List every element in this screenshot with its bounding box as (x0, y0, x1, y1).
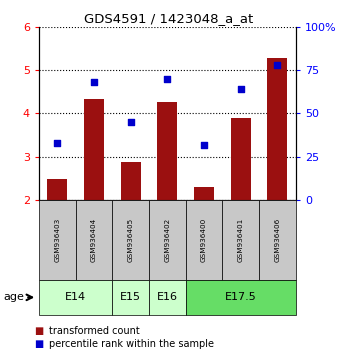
Bar (84, 99, 104, 200)
Text: ■: ■ (34, 339, 43, 349)
Point (91, 79, 97, 85)
Point (201, 142, 207, 147)
Text: ■: ■ (34, 326, 43, 336)
Point (165, 76, 170, 81)
Point (128, 119, 133, 125)
Text: E17.5: E17.5 (225, 292, 257, 302)
Text: E14: E14 (65, 292, 86, 302)
Text: GSM936405: GSM936405 (128, 218, 134, 262)
Text: transformed count: transformed count (49, 326, 140, 336)
Bar (121, 162, 141, 200)
Point (275, 62, 280, 68)
Bar (194, 187, 214, 200)
Point (238, 86, 243, 92)
Bar (231, 119, 251, 200)
Bar (267, 58, 288, 200)
Text: GSM936402: GSM936402 (164, 218, 170, 262)
Text: GSM936403: GSM936403 (54, 218, 60, 262)
Text: percentile rank within the sample: percentile rank within the sample (49, 339, 214, 349)
Point (54, 140, 60, 145)
Bar (157, 102, 177, 200)
Text: age: age (3, 292, 24, 302)
Text: GSM936401: GSM936401 (238, 218, 244, 262)
Text: GSM936404: GSM936404 (91, 218, 97, 262)
Text: GSM936406: GSM936406 (274, 218, 281, 262)
Text: GSM936400: GSM936400 (201, 218, 207, 262)
Text: E16: E16 (157, 292, 178, 302)
Bar (47, 179, 67, 200)
Text: E15: E15 (120, 292, 141, 302)
Text: GDS4591 / 1423048_a_at: GDS4591 / 1423048_a_at (84, 12, 254, 25)
